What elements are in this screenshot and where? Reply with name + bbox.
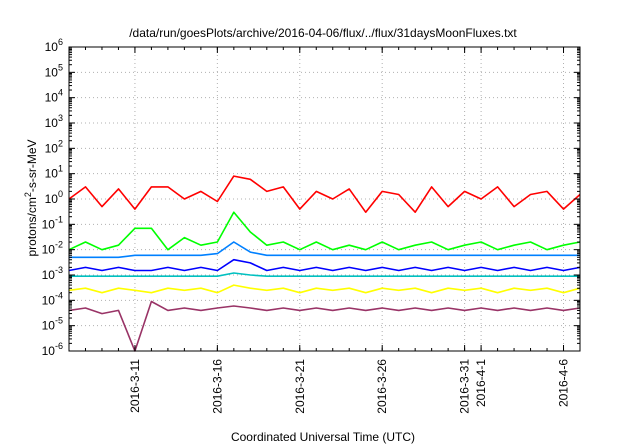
y-tick-label-base: 10: [45, 116, 59, 130]
y-tick-label-base: 10: [42, 217, 56, 231]
y-tick-label: 103: [45, 113, 63, 130]
series-line-3: [69, 241, 580, 259]
y-axis-title-base: protons/cm: [25, 197, 39, 256]
series-line-2: [68, 211, 581, 251]
x-tick-label: 2016-3-26: [375, 359, 389, 414]
y-tick-label-base: 10: [42, 268, 56, 282]
x-tick-label: 2016-4-1: [474, 359, 488, 407]
y-tick-label: 10-1: [42, 214, 63, 231]
y-tick-label: 10-5: [42, 316, 63, 333]
x-axis-title: Coordinated Universal Time (UTC): [231, 430, 415, 444]
y-tick-label: 105: [45, 62, 63, 79]
series-layer: [68, 175, 581, 352]
y-tick-label-exponent: -6: [55, 341, 63, 351]
y-tick-label: 10-4: [42, 290, 63, 307]
y-tick-label-exponent: 0: [58, 189, 63, 199]
y-tick-label-exponent: -1: [55, 214, 63, 224]
y-tick-label-base: 10: [45, 65, 59, 79]
y-tick-label-base: 10: [42, 293, 56, 307]
y-tick-label-base: 10: [42, 344, 56, 358]
series-line-5: [69, 272, 580, 278]
x-tick-labels: 2016-3-11 2016-3-16 2016-3-21 2016-3-26 2016…: [128, 359, 571, 414]
y-axis-title-sup: 2: [23, 192, 33, 197]
y-tick-label-exponent: 6: [58, 37, 63, 47]
y-tick-label-exponent: 3: [58, 113, 63, 123]
y-tick-label-exponent: 2: [58, 138, 63, 148]
y-tick-label-base: 10: [45, 141, 59, 155]
series-line-1: [68, 175, 581, 213]
y-tick-label: 10-3: [42, 265, 63, 282]
y-tick-label: 106: [45, 37, 63, 54]
x-tick-label: 2016-3-11: [128, 359, 142, 413]
y-tick-label-base: 10: [42, 243, 56, 257]
series-line-4: [68, 258, 581, 272]
x-tick-label: 2016-4-6: [557, 359, 571, 407]
y-tick-label-exponent: 4: [58, 88, 63, 98]
y-tick-label-exponent: 1: [58, 164, 63, 174]
y-tick-label-exponent: 5: [58, 62, 63, 72]
y-tick-label-base: 10: [45, 91, 59, 105]
chart-title: /data/run/goesPlots/archive/2016-04-06/f…: [129, 26, 517, 40]
y-tick-label-exponent: -3: [55, 265, 63, 275]
x-tick-label: 2016-3-16: [210, 359, 224, 414]
y-tick-labels: 10-610-510-410-310-210-11001011021031041…: [42, 37, 63, 358]
x-tick-label: 2016-3-31: [458, 359, 472, 414]
tick-layer: [68, 46, 581, 352]
series-line-6: [68, 284, 581, 294]
y-tick-label-base: 10: [45, 40, 59, 54]
series-line-7: [68, 300, 581, 352]
y-tick-label: 10-6: [42, 341, 63, 358]
y-tick-label: 102: [45, 138, 63, 155]
y-axis-title-tail: -s-sr-MeV: [25, 139, 39, 192]
y-tick-label-exponent: -2: [55, 240, 63, 250]
x-tick-label: 2016-3-21: [293, 359, 307, 414]
y-tick-label: 10-2: [42, 240, 63, 257]
y-tick-label-base: 10: [42, 319, 56, 333]
y-axis-title: protons/cm2-s-sr-MeV: [23, 139, 39, 256]
y-tick-label-exponent: -5: [55, 316, 63, 326]
y-tick-label-base: 10: [45, 192, 59, 206]
y-tick-label: 101: [45, 164, 63, 181]
y-tick-label: 104: [45, 88, 63, 105]
y-tick-label-base: 10: [45, 167, 59, 181]
y-tick-label-exponent: -4: [55, 290, 63, 300]
y-tick-label: 100: [45, 189, 63, 206]
grid-layer: [69, 47, 580, 351]
